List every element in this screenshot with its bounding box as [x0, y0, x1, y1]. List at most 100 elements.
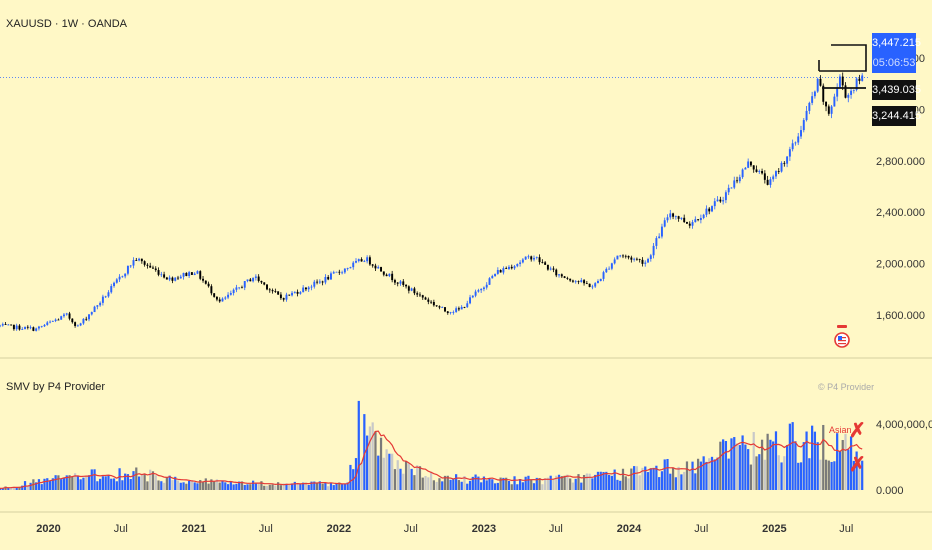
candle-body: [388, 273, 391, 277]
candle-body: [62, 314, 65, 317]
volume-bar: [421, 477, 424, 490]
candle-body: [0, 325, 1, 327]
candle-body: [360, 259, 363, 262]
candle-body: [285, 294, 288, 300]
time-tick-label: 2021: [182, 523, 206, 535]
candle-body: [235, 287, 238, 290]
volume-bar: [760, 439, 764, 490]
candle-body: [313, 281, 316, 287]
flag-badge-icon[interactable]: [834, 324, 850, 352]
volume-bar: [302, 482, 305, 490]
volume-bar: [201, 481, 205, 490]
volume-tick-label: 4,000,000,000.000: [876, 419, 932, 431]
candle-body: [775, 171, 777, 177]
close-x-icon[interactable]: ✗: [849, 420, 866, 442]
candle-body: [541, 262, 544, 263]
candle-body: [202, 278, 205, 281]
volume-bar: [544, 478, 547, 490]
volume-bar: [633, 466, 636, 490]
candle-body: [413, 288, 416, 294]
volume-bar: [493, 483, 497, 490]
volume-bar: [416, 465, 419, 490]
level-box-upper: [819, 44, 867, 72]
candle-body: [385, 274, 388, 277]
volume-bar: [435, 481, 438, 490]
volume-bar: [110, 478, 113, 490]
volume-bar: [713, 459, 716, 490]
volume-bar: [741, 435, 744, 490]
candle-body: [68, 313, 71, 319]
volume-bar: [29, 482, 32, 490]
volume-bar: [585, 473, 588, 490]
candle-body: [121, 276, 124, 278]
candle-body: [502, 268, 505, 273]
volume-bar: [171, 480, 174, 490]
volume-bar: [541, 484, 544, 490]
volume-bar: [232, 484, 235, 490]
candle-body: [797, 136, 800, 143]
volume-bar: [168, 475, 171, 490]
volume-bar: [296, 484, 299, 490]
candle-body: [296, 291, 299, 294]
candle-body: [491, 276, 494, 279]
candle-body: [758, 171, 761, 172]
volume-bar: [135, 467, 138, 490]
volume-bar: [699, 461, 702, 490]
candle-body: [90, 312, 93, 315]
candle-body: [469, 297, 472, 304]
volume-bar: [176, 480, 180, 490]
volume-bar: [82, 477, 85, 490]
candle-body: [93, 306, 96, 313]
volume-bar: [338, 482, 341, 490]
volume-bar: [488, 478, 491, 490]
candle-body: [838, 76, 841, 88]
candle-body: [647, 258, 650, 263]
volume-bar: [268, 484, 271, 490]
volume-bar: [827, 460, 830, 490]
candle-body: [18, 325, 21, 330]
volume-bar: [774, 431, 778, 490]
candle-body: [449, 312, 452, 314]
volume-bar: [808, 458, 811, 490]
candle-body: [207, 283, 210, 287]
volume-bar: [780, 462, 783, 490]
volume-bar: [277, 482, 280, 490]
candle-body: [658, 236, 661, 239]
volume-bar: [393, 469, 397, 490]
volume-bar: [749, 464, 753, 490]
volume-bar: [162, 482, 166, 490]
candle-body: [833, 96, 836, 107]
indicator-title: SMV by P4 Provider: [6, 381, 106, 393]
candle-body: [738, 177, 741, 182]
candle-body: [377, 267, 380, 269]
volume-bar: [260, 481, 263, 490]
volume-bar: [449, 479, 452, 490]
volume-bar: [441, 481, 444, 490]
candle-body: [302, 287, 305, 293]
close-x-icon[interactable]: ✗: [849, 454, 866, 476]
volume-bar: [99, 478, 102, 490]
candle-body: [605, 268, 608, 273]
candle-body: [266, 284, 268, 290]
volume-bar: [758, 454, 761, 490]
volume-bar: [160, 481, 163, 490]
volume-bar: [861, 460, 864, 490]
volume-bar: [271, 484, 274, 490]
volume-bar: [293, 481, 296, 490]
volume-bar: [226, 484, 230, 490]
volume-bar: [724, 441, 728, 490]
asian-session-label: Asian: [829, 425, 852, 435]
volume-bar: [143, 474, 146, 490]
candle-body: [808, 102, 811, 111]
candle-body: [277, 291, 280, 295]
volume-bar: [599, 471, 602, 490]
candle-body: [736, 180, 739, 182]
candle-body: [558, 274, 561, 276]
candle-body: [396, 282, 399, 284]
volume-bar: [460, 481, 463, 490]
volume-bar: [688, 469, 691, 490]
volume-bar: [480, 482, 483, 490]
candle-body: [638, 259, 641, 260]
volume-bar: [73, 473, 77, 490]
